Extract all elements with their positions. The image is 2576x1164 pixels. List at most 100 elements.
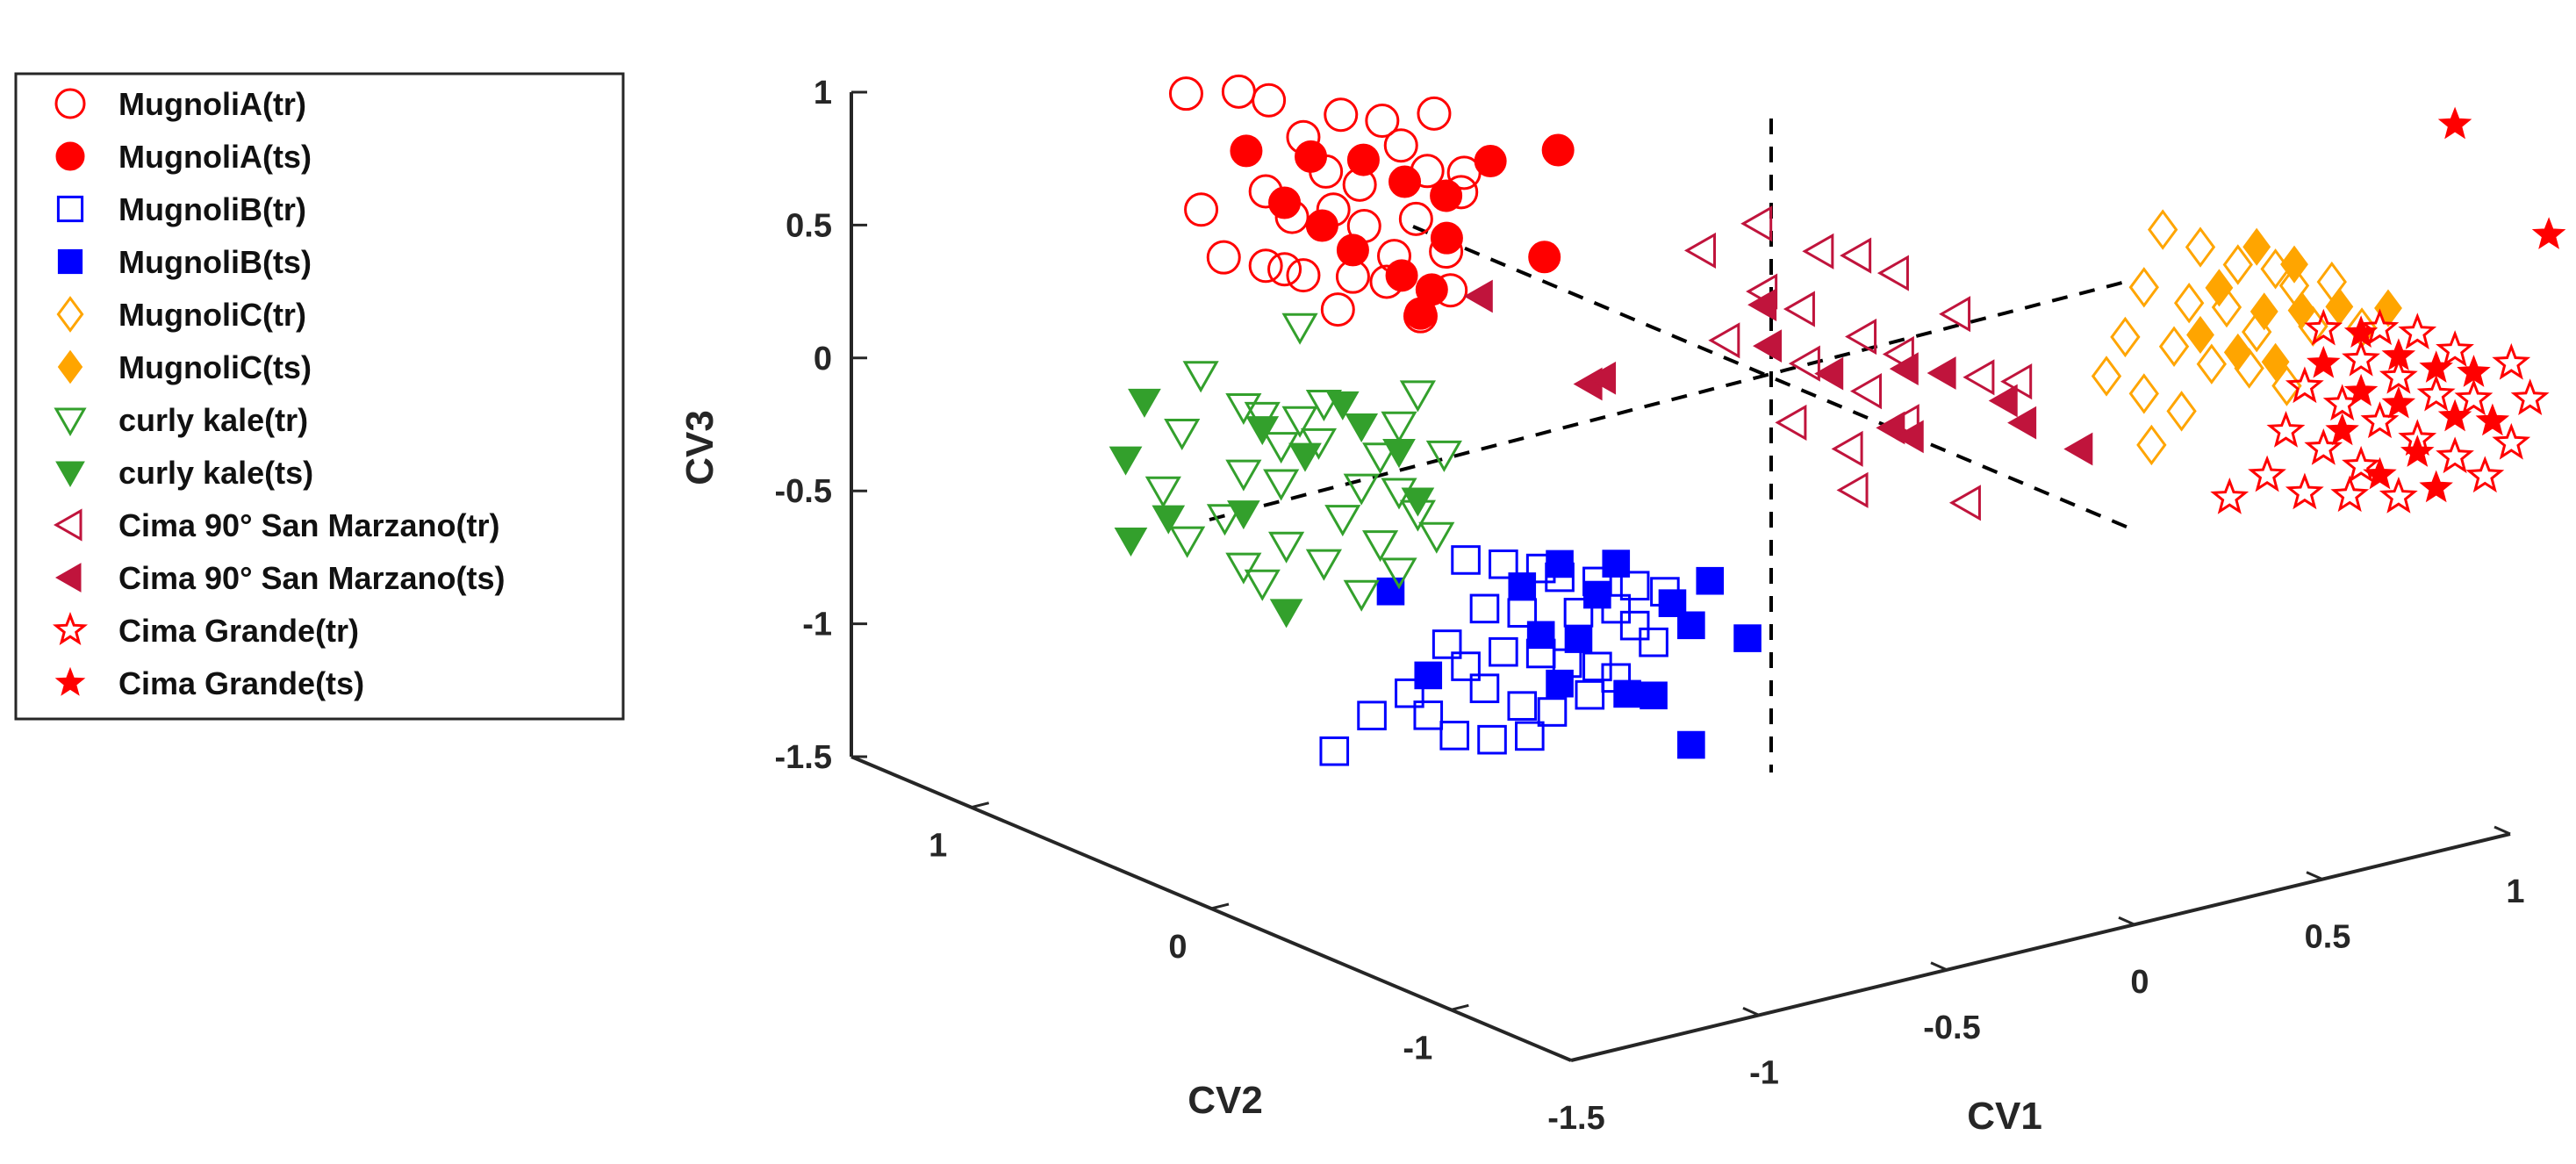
data-point bbox=[2400, 435, 2435, 467]
data-point bbox=[1169, 526, 1206, 558]
x-axis-line bbox=[1570, 832, 2511, 1062]
z-tick-label: -0.5 bbox=[775, 473, 832, 510]
y-axis-label: CV2 bbox=[1188, 1079, 1263, 1122]
data-point bbox=[2360, 401, 2400, 439]
boundary-line-right bbox=[1412, 225, 2135, 532]
legend-marker bbox=[54, 88, 86, 119]
data-point bbox=[2379, 356, 2418, 394]
data-point bbox=[1528, 241, 1561, 274]
x-tick-label: -1.5 bbox=[1547, 1100, 1604, 1137]
data-point bbox=[2343, 373, 2379, 406]
data-point bbox=[1575, 679, 1605, 710]
data-point bbox=[2510, 378, 2550, 415]
legend-label: Cima Grande(tr) bbox=[118, 613, 359, 649]
data-point bbox=[1345, 413, 1379, 443]
data-point bbox=[2454, 378, 2493, 416]
data-point bbox=[1775, 404, 1807, 441]
legend-entry: MugnoliB(tr) bbox=[56, 191, 306, 227]
data-point bbox=[2437, 399, 2472, 432]
data-point bbox=[2261, 342, 2290, 381]
legend-entry: Cima Grande(ts) bbox=[54, 665, 364, 701]
data-point bbox=[1489, 549, 1518, 579]
data-point bbox=[1469, 673, 1500, 703]
data-point bbox=[2398, 313, 2437, 349]
x-axis-label: CV1 bbox=[1967, 1095, 2042, 1138]
data-point bbox=[1587, 361, 1617, 395]
data-point bbox=[1546, 550, 1574, 578]
data-point bbox=[2250, 292, 2278, 331]
data-point bbox=[1395, 678, 1424, 708]
data-point bbox=[2222, 244, 2253, 285]
series-cima-grande-ts- bbox=[2306, 106, 2566, 503]
data-point bbox=[1849, 373, 1882, 410]
series-cima-90-san-marzano-tr- bbox=[1683, 205, 2033, 521]
data-point bbox=[1288, 442, 1322, 472]
data-point bbox=[1619, 571, 1650, 601]
legend-items: MugnoliA(tr) MugnoliA(ts) MugnoliB(tr) Mugn… bbox=[52, 86, 506, 701]
data-point bbox=[2186, 315, 2214, 355]
data-point bbox=[1225, 392, 1262, 425]
series-mugnolib-ts- bbox=[1376, 550, 1762, 759]
data-point bbox=[2381, 385, 2416, 419]
legend-label: MugnoliC(tr) bbox=[118, 297, 306, 333]
data-point bbox=[2416, 374, 2456, 412]
data-point bbox=[1381, 411, 1417, 443]
data-point bbox=[1263, 469, 1300, 501]
x-tick-label: -0.5 bbox=[1923, 1010, 1980, 1046]
data-point bbox=[1439, 721, 1470, 751]
data-point bbox=[2266, 411, 2306, 448]
data-point bbox=[1708, 322, 1740, 359]
data-point bbox=[1324, 505, 1361, 537]
data-point bbox=[2091, 356, 2122, 397]
data-point bbox=[1268, 531, 1305, 564]
data-point bbox=[1324, 97, 1359, 133]
data-point bbox=[1245, 416, 1280, 446]
data-point bbox=[1489, 636, 1518, 667]
data-point bbox=[1227, 500, 1260, 530]
series-curly-kale-ts- bbox=[1109, 388, 1435, 629]
series-mugnolia-ts- bbox=[1230, 133, 1575, 330]
data-point bbox=[2325, 287, 2354, 326]
data-point bbox=[1382, 439, 1416, 469]
legend-label: MugnoliA(ts) bbox=[118, 139, 312, 175]
data-point bbox=[1225, 459, 1262, 492]
legend-entry: MugnoliA(ts) bbox=[55, 139, 312, 175]
data-point bbox=[1114, 528, 1148, 557]
data-point bbox=[1399, 380, 1436, 413]
data-point bbox=[2158, 326, 2190, 367]
data-point bbox=[1430, 221, 1463, 255]
data-point bbox=[1619, 610, 1650, 641]
data-point bbox=[1403, 297, 1437, 330]
data-point bbox=[2343, 315, 2379, 348]
z-tick-label: -1.5 bbox=[775, 739, 832, 776]
data-point bbox=[1268, 186, 1302, 219]
x-tick-label: -1 bbox=[1749, 1054, 1779, 1091]
data-point bbox=[1508, 572, 1537, 600]
data-point bbox=[1401, 487, 1435, 517]
data-point bbox=[1206, 240, 1241, 275]
data-point bbox=[1320, 292, 1355, 327]
data-point bbox=[1305, 390, 1342, 422]
data-point bbox=[1230, 134, 1263, 168]
legend-label: MugnoliC(ts) bbox=[118, 349, 312, 385]
y-tick-mark bbox=[1210, 902, 1230, 910]
series-mugnolia-tr- bbox=[1168, 74, 1482, 334]
legend-entry: MugnoliB(ts) bbox=[57, 244, 312, 280]
data-point bbox=[1263, 432, 1300, 464]
legend-marker bbox=[53, 508, 83, 542]
data-point bbox=[1564, 625, 1593, 653]
data-point bbox=[2223, 333, 2252, 371]
scatter-points bbox=[1109, 74, 2566, 766]
x-tick-mark bbox=[2118, 916, 2135, 926]
legend-entry: MugnoliA(tr) bbox=[54, 86, 306, 122]
legend-marker bbox=[56, 195, 84, 223]
data-point bbox=[2492, 342, 2531, 380]
data-point bbox=[1417, 96, 1452, 131]
data-point bbox=[2457, 355, 2491, 387]
legend-entry: curly kale(tr) bbox=[54, 402, 308, 438]
series-mugnolib-tr- bbox=[1319, 545, 1680, 766]
data-point bbox=[1225, 552, 1262, 585]
data-point bbox=[1413, 701, 1444, 730]
data-point bbox=[1128, 388, 1161, 418]
data-point bbox=[2342, 339, 2380, 377]
